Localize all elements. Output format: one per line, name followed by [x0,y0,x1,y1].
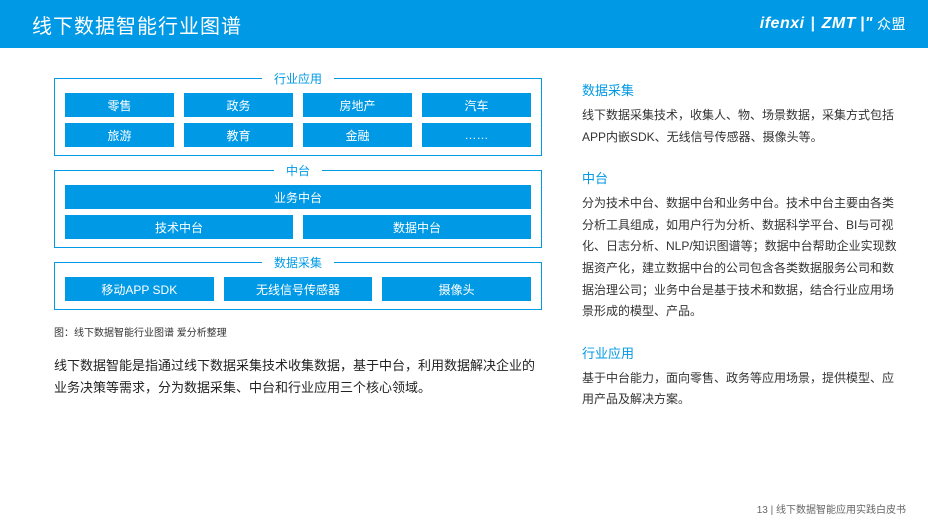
diagram-box: 金融 [303,123,412,147]
diagram-box: 旅游 [65,123,174,147]
doc-title: 线下数据智能应用实践白皮书 [776,505,906,516]
diagram-box: 移动APP SDK [65,277,214,301]
logo-zmt: ZMT [822,15,856,33]
group-label: 中台 [274,162,322,179]
diagram-summary: 线下数据智能是指通过线下数据采集技术收集数据，基于中台，利用数据解决企业的业务决… [54,355,542,399]
group-label: 数据采集 [262,254,334,271]
section-body: 基于中台能力，面向零售、政务等应用场景，提供模型、应用产品及解决方案。 [582,368,900,411]
section-body: 线下数据采集技术，收集人、物、场景数据，采集方式包括APP内嵌SDK、无线信号传… [582,105,900,148]
diagram-column: 行业应用零售政务房地产汽车旅游教育金融……中台业务中台技术中台数据中台数据采集移… [54,78,542,431]
top-bar: 线下数据智能行业图谱 ifenxi | ZMT|" 众盟 [0,0,928,48]
diagram-group: 中台业务中台技术中台数据中台 [54,170,542,248]
diagram-row: 旅游教育金融 …… [65,123,531,147]
text-column: 数据采集线下数据采集技术，收集人、物、场景数据，采集方式包括APP内嵌SDK、无… [582,78,900,431]
section-title: 行业应用 [582,343,900,362]
diagram-row: 技术中台数据中台 [65,215,531,239]
logo-zmt-suffix: |" [860,15,873,33]
logo-ifenxi: ifenxi [760,15,805,33]
diagram-box: 政务 [184,93,293,117]
logo-separator: | [809,15,818,33]
text-section: 数据采集线下数据采集技术，收集人、物、场景数据，采集方式包括APP内嵌SDK、无… [582,80,900,148]
diagram-group: 行业应用零售政务房地产汽车旅游教育金融…… [54,78,542,156]
diagram-box: …… [422,123,531,147]
diagram-box: 技术中台 [65,215,293,239]
diagram-box: 数据中台 [303,215,531,239]
brand-logos: ifenxi | ZMT|" 众盟 [760,14,906,34]
page-number: 13 [757,505,768,516]
group-label: 行业应用 [262,70,334,87]
content: 行业应用零售政务房地产汽车旅游教育金融……中台业务中台技术中台数据中台数据采集移… [0,48,928,431]
diagram-row: 移动APP SDK 无线信号传感器摄像头 [65,277,531,301]
diagram-group: 数据采集移动APP SDK无线信号传感器摄像头 [54,262,542,310]
section-body: 分为技术中台、数据中台和业务中台。技术中台主要由各类分析工具组成，如用户行为分析… [582,193,900,323]
footer: 13 | 线下数据智能应用实践白皮书 [757,501,906,516]
diagram-row: 零售政务房地产汽车 [65,93,531,117]
diagram-box: 摄像头 [382,277,531,301]
diagram-box: 业务中台 [65,185,531,209]
diagram-box: 无线信号传感器 [224,277,373,301]
section-title: 中台 [582,168,900,187]
section-title: 数据采集 [582,80,900,99]
page-title: 线下数据智能行业图谱 [32,10,242,39]
diagram-row: 业务中台 [65,185,531,209]
diagram-box: 汽车 [422,93,531,117]
diagram-box: 房地产 [303,93,412,117]
diagram-box: 零售 [65,93,174,117]
diagram-box: 教育 [184,123,293,147]
text-section: 行业应用基于中台能力，面向零售、政务等应用场景，提供模型、应用产品及解决方案。 [582,343,900,411]
diagram-attribution: 图：线下数据智能行业图谱 爱分析整理 [54,324,542,339]
logo-zhongmeng: 众盟 [877,14,906,34]
text-section: 中台分为技术中台、数据中台和业务中台。技术中台主要由各类分析工具组成，如用户行为… [582,168,900,323]
